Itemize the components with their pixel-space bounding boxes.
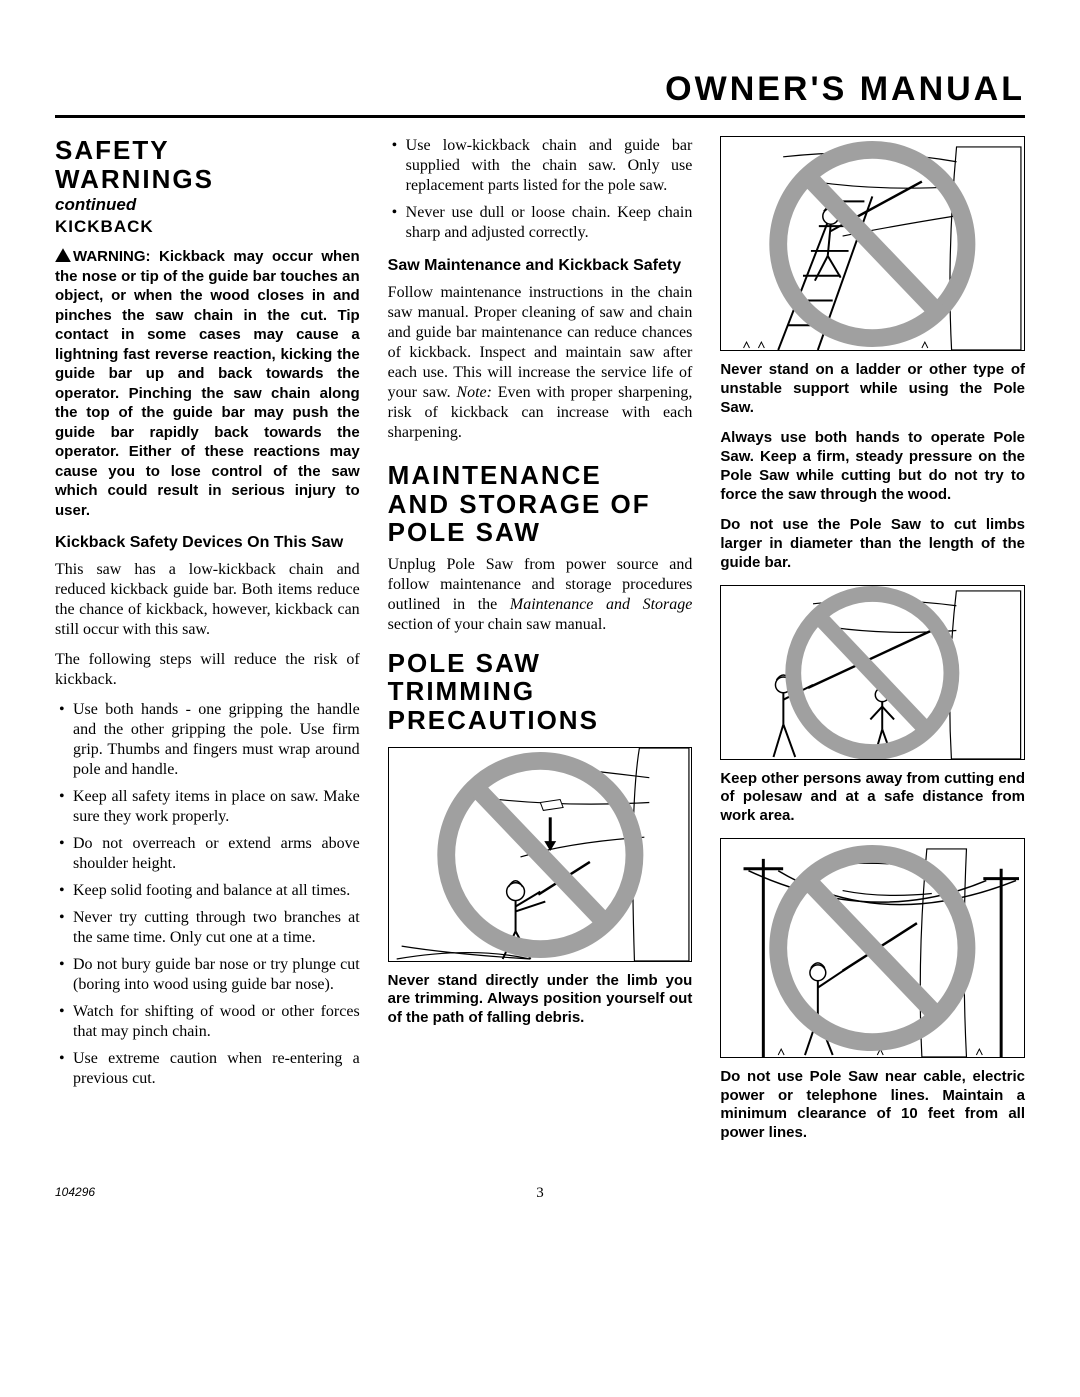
warning-text: WARNING: Kickback may occur when the nos… [55, 248, 360, 519]
page-header: OWNER'S MANUAL [55, 70, 1025, 118]
figure-caption: Never stand directly under the limb you … [388, 972, 693, 1028]
list-item: Use extreme caution when re-entering a p… [55, 1049, 360, 1089]
page-title: OWNER'S MANUAL [55, 70, 1025, 109]
prohibit-illustration-icon [721, 137, 1024, 350]
warning-icon [55, 248, 71, 262]
saw-maint-heading: Saw Maintenance and Kickback Safety [388, 257, 693, 275]
devices-heading: Kickback Safety Devices On This Saw [55, 534, 360, 552]
continued-label: continued [55, 195, 360, 215]
list-item: Keep solid footing and balance at all ti… [55, 881, 360, 901]
figure-under-limb [388, 747, 693, 962]
heading-line: SAFETY [55, 135, 170, 165]
body-paragraph: This saw has a low-kickback chain and re… [55, 560, 360, 640]
col2-bullets: Use low-kickback chain and guide bar sup… [388, 136, 693, 243]
figure-caption: Do not use Pole Saw near cable, electric… [720, 1068, 1025, 1143]
heading-line: MAINTENANCE [388, 460, 602, 490]
list-item: Use low-kickback chain and guide bar sup… [388, 136, 693, 196]
maintenance-storage-heading: MAINTENANCE AND STORAGE OF POLE SAW [388, 461, 693, 547]
italic-run: Maintenance and Storage [510, 596, 692, 613]
trimming-precautions-heading: POLE SAW TRIMMING PRECAUTIONS [388, 649, 693, 735]
figure-caption: Keep other persons away from cutting end… [720, 770, 1025, 826]
column-1: SAFETY WARNINGS continued KICKBACK WARNI… [55, 136, 360, 1155]
column-2: Use low-kickback chain and guide bar sup… [388, 136, 693, 1155]
text-run: section of your chain saw manual. [388, 616, 607, 633]
prohibit-illustration-icon [721, 839, 1024, 1057]
list-item: Do not overreach or extend arms above sh… [55, 834, 360, 874]
content-columns: SAFETY WARNINGS continued KICKBACK WARNI… [55, 136, 1025, 1155]
safety-warnings-heading: SAFETY WARNINGS [55, 136, 360, 193]
footer: 104296 3 [55, 1185, 1025, 1199]
figure-power-lines [720, 838, 1025, 1058]
kickback-steps-list: Use both hands - one gripping the handle… [55, 700, 360, 1089]
page-number: 3 [536, 1185, 544, 1202]
list-item: Never use dull or loose chain. Keep chai… [388, 203, 693, 243]
list-item: Never try cutting through two branches a… [55, 908, 360, 948]
figure-ladder [720, 136, 1025, 351]
body-paragraph: The following steps will reduce the risk… [55, 650, 360, 690]
list-item: Do not bury guide bar nose or try plunge… [55, 955, 360, 995]
figure-caption: Never stand on a ladder or other type of… [720, 361, 1025, 417]
prohibit-illustration-icon [389, 748, 692, 961]
heading-line: WARNINGS [55, 164, 214, 194]
warning-block: WARNING: Kickback may occur when the nos… [55, 247, 360, 520]
body-paragraph: Follow maintenance instructions in the c… [388, 283, 693, 443]
body-paragraph: Unplug Pole Saw from power source and fo… [388, 555, 693, 635]
heading-line: POLE SAW [388, 517, 541, 547]
bold-paragraph: Do not use the Pole Saw to cut limbs lar… [720, 516, 1025, 572]
heading-line: TRIMMING [388, 676, 535, 706]
heading-line: PRECAUTIONS [388, 705, 599, 735]
bold-paragraph: Always use both hands to operate Pole Sa… [720, 429, 1025, 504]
list-item: Keep all safety items in place on saw. M… [55, 787, 360, 827]
column-3: Never stand on a ladder or other type of… [720, 136, 1025, 1155]
list-item: Use both hands - one gripping the handle… [55, 700, 360, 780]
figure-bystanders [720, 585, 1025, 760]
list-item: Watch for shifting of wood or other forc… [55, 1002, 360, 1042]
heading-line: AND STORAGE OF [388, 489, 651, 519]
doc-number: 104296 [55, 1185, 95, 1199]
kickback-heading: KICKBACK [55, 217, 360, 237]
heading-line: POLE SAW [388, 648, 541, 678]
prohibit-illustration-icon [721, 586, 1024, 759]
note-label: Note: [456, 384, 492, 401]
